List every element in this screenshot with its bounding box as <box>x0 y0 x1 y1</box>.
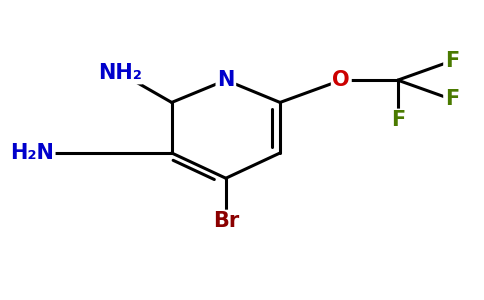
Text: F: F <box>391 110 405 130</box>
Text: H₂N: H₂N <box>10 143 54 163</box>
Text: Br: Br <box>213 211 239 231</box>
Text: NH₂: NH₂ <box>98 63 142 83</box>
Text: O: O <box>333 70 350 90</box>
Text: F: F <box>445 51 459 71</box>
Text: F: F <box>445 89 459 110</box>
Text: N: N <box>217 70 235 90</box>
